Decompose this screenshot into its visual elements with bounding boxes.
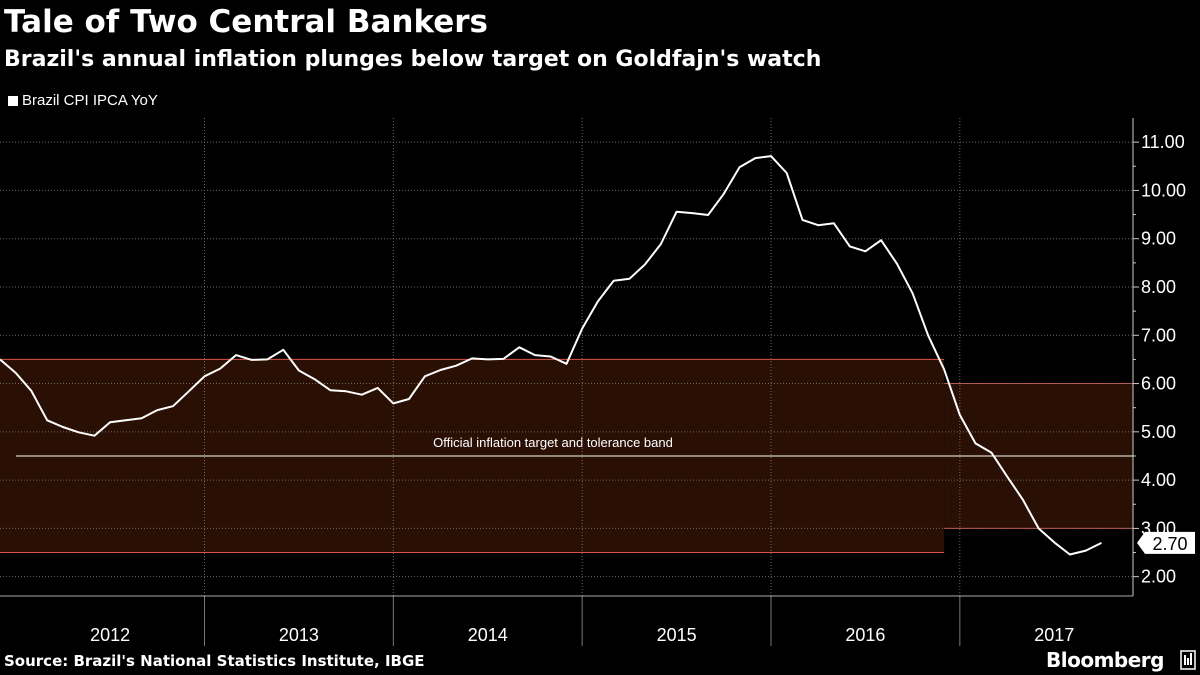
x-year-label: 2013 [279, 625, 319, 645]
source-note: Source: Brazil's National Statistics Ins… [4, 652, 425, 670]
y-tick-label: 6.00 [1141, 374, 1176, 394]
y-tick-label: 4.00 [1141, 470, 1176, 490]
x-year-label: 2014 [468, 625, 508, 645]
last-value-label: 2.70 [1152, 534, 1187, 554]
last-value-flag [1137, 531, 1195, 554]
y-tick-label: 10.00 [1141, 180, 1186, 200]
x-year-label: 2012 [90, 625, 130, 645]
y-tick-label: 11.00 [1141, 132, 1185, 152]
x-year-label: 2015 [657, 625, 697, 645]
bloomberg-terminal-icon [1180, 650, 1196, 670]
y-tick-label: 8.00 [1141, 277, 1176, 297]
brand-logo: Bloomberg [1046, 648, 1164, 672]
x-year-label: 2016 [845, 625, 885, 645]
x-year-label: 2017 [1034, 625, 1074, 645]
y-tick-label: 5.00 [1141, 422, 1176, 442]
legend-swatch [8, 95, 18, 106]
series-line-brazil-cpi [0, 155, 1102, 556]
y-tick-label: 2.00 [1141, 567, 1176, 587]
legend-label: Brazil CPI IPCA YoY [22, 92, 158, 109]
y-tick-label: 7.00 [1141, 325, 1176, 345]
band-annotation-label: Official inflation target and tolerance … [433, 435, 673, 450]
legend: Brazil CPI IPCA YoY [8, 92, 158, 109]
y-tick-label: 9.00 [1141, 229, 1176, 249]
chart-title: Tale of Two Central Bankers [4, 4, 489, 40]
chart-subtitle: Brazil's annual inflation plunges below … [4, 47, 822, 72]
